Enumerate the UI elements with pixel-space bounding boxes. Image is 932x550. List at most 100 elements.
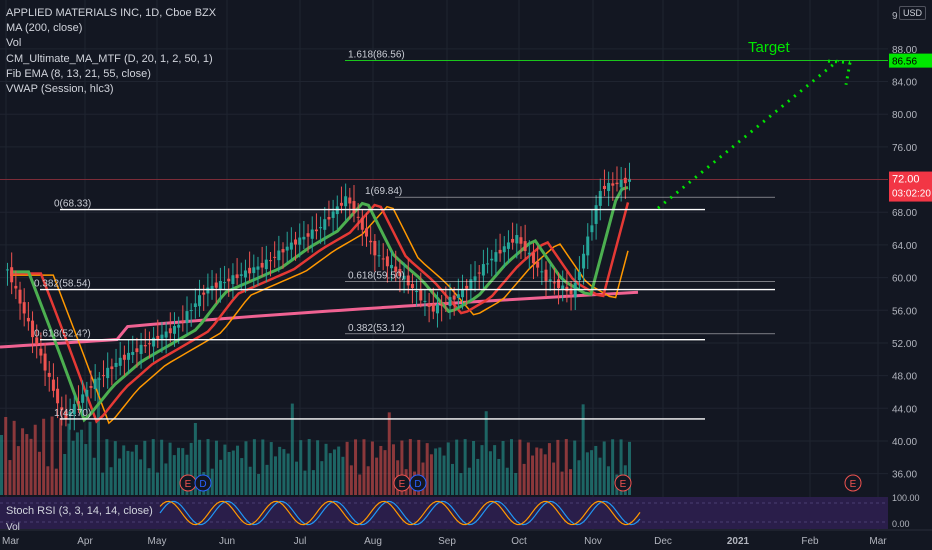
earnings-marker[interactable]: E (393, 474, 411, 492)
candle-body (264, 259, 268, 270)
volume-bar (619, 439, 623, 495)
volume-bar (446, 442, 450, 495)
volume-bar (564, 439, 568, 495)
candle-body (486, 263, 490, 265)
candle-body (494, 252, 498, 262)
candle-body (89, 386, 93, 388)
volume-bar (328, 453, 332, 495)
fib-label: 1(69.84) (365, 186, 402, 197)
fib-label: 0.382(58.54) (34, 279, 91, 290)
candle-body (306, 233, 310, 237)
volume-bar (16, 446, 20, 495)
volume-bar (219, 459, 223, 495)
volume-bar (126, 450, 130, 495)
stoch-tick-label: 0.00 (892, 519, 910, 529)
volume-bar (21, 428, 25, 495)
volume-bar (160, 439, 164, 495)
candle-body (47, 372, 51, 377)
candle-body (93, 378, 97, 390)
volume-bar (472, 440, 476, 495)
candle-body (273, 256, 277, 258)
candle-body (444, 302, 448, 304)
candle-body (256, 266, 260, 270)
volume-bar (80, 429, 84, 495)
volume-bar (354, 439, 358, 495)
volume-bar (497, 458, 501, 495)
candle-body (285, 246, 289, 251)
marker-letter: D (199, 479, 206, 490)
time-tick-label: Dec (654, 536, 672, 547)
candle-body (227, 278, 231, 282)
candle-body (314, 229, 318, 232)
candle-body (64, 410, 68, 419)
earnings-marker[interactable]: E (179, 474, 197, 492)
earnings-marker[interactable]: E (614, 474, 632, 492)
volume-bar (303, 470, 307, 495)
candle-body (76, 401, 80, 404)
stoch-d-line (159, 500, 641, 526)
candle-body (143, 345, 147, 347)
candle-body (231, 275, 235, 285)
volume-bar (438, 447, 442, 495)
volume-bar (362, 439, 366, 495)
volume-bar (134, 444, 138, 495)
volume-bar (463, 439, 467, 495)
candle-body (427, 303, 431, 307)
currency-button[interactable]: USD (898, 6, 926, 20)
dividend-marker[interactable]: D (409, 474, 427, 492)
time-tick-label: Oct (511, 536, 527, 547)
volume-bar (151, 439, 155, 495)
target-price-tag-label: 86.56 (892, 57, 917, 68)
volume-bar (181, 448, 185, 495)
candle-body (490, 258, 494, 261)
time-tick-label: Nov (584, 536, 602, 547)
volume-bar (408, 439, 412, 495)
candle-body (477, 272, 481, 274)
fib-label: 0(68.33) (54, 199, 91, 210)
legend-cm-ma: CM_Ultimate_MA_MTF (D, 20, 1, 2, 50, 1) (6, 52, 213, 65)
candle-body (385, 256, 389, 267)
volume-bar (375, 457, 379, 495)
volume-bar (598, 457, 602, 495)
volume-bar (172, 455, 176, 495)
volume-bar (556, 439, 560, 495)
volume-bar (316, 440, 320, 495)
candle-body (139, 344, 143, 354)
candle-body (628, 178, 631, 182)
volume-bar (155, 472, 159, 495)
earnings-marker[interactable]: E (844, 474, 862, 492)
candle-body (536, 261, 540, 268)
volume-bar (509, 439, 513, 495)
volume-bar (493, 445, 497, 495)
price-tick-label: 76.00 (892, 143, 917, 154)
candle-body (252, 267, 256, 274)
time-axis: Mar Apr May Jun Jul Aug Sep Oct Nov Dec 2021 Feb Mar (0, 529, 932, 550)
candle-body (415, 291, 419, 293)
candle-body (552, 282, 556, 284)
candle-body (331, 211, 335, 218)
candle-body (623, 177, 627, 184)
volume-bar (67, 423, 71, 495)
volume-bar (552, 462, 556, 495)
legend-vwap: VWAP (Session, hlc3) (6, 83, 114, 96)
volume-bar (488, 451, 492, 495)
volume-bar (71, 440, 75, 495)
candle-body (156, 335, 160, 341)
legend-vol: Vol (6, 37, 22, 50)
candle-body (402, 275, 406, 280)
volume-bar (522, 463, 526, 495)
dividend-marker[interactable]: D (194, 474, 212, 492)
candle-body (365, 228, 369, 237)
volume-bar (480, 445, 484, 495)
candle-body (498, 249, 502, 254)
volume-bar (261, 439, 265, 495)
candle-body (561, 285, 565, 290)
candle-body (335, 206, 339, 215)
candle-body (189, 310, 193, 312)
candle-body (39, 348, 43, 356)
volume-bar (590, 450, 594, 495)
price-tick-label: 52.00 (892, 339, 917, 350)
volume-bar (25, 434, 29, 495)
